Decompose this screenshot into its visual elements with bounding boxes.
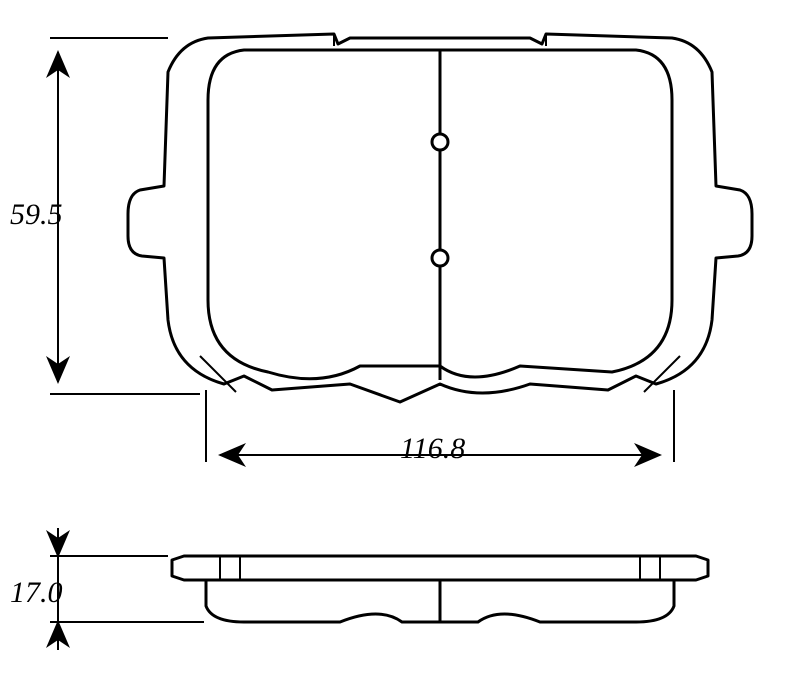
dim-thickness-label: 17.0 [10,576,63,610]
diagram-stage: { "dimensions": { "height_label": "59.5"… [0,0,800,687]
linework-svg [0,0,800,687]
dim-width-label: 116.8 [400,432,465,466]
front-view [128,34,752,402]
dim-height-label: 59.5 [10,198,63,232]
side-view [172,556,708,622]
